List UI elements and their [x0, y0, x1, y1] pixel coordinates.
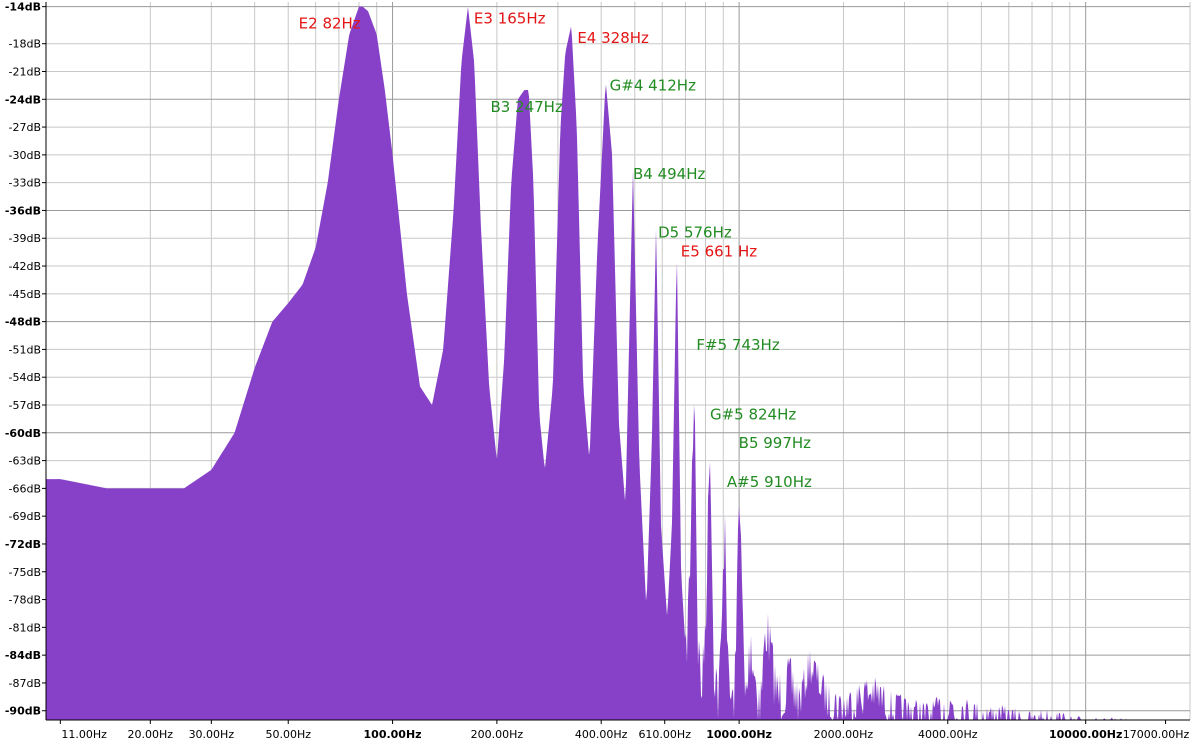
x-tick-label: 10000.00Hz	[1049, 728, 1122, 741]
y-axis-ticks: -14dB -18dB -21dB -24dB -27dB -30dB -33dB -36dB…	[5, 1, 46, 718]
spectrum-fill	[46, 6, 1190, 721]
peak-label: B4 494Hz	[633, 165, 706, 183]
x-tick-label: 2000.00Hz	[814, 728, 874, 741]
x-tick-label: 400.00Hz	[575, 728, 628, 741]
peak-label: E2 82Hz	[299, 15, 361, 33]
x-tick-label: 17000.00Hz	[1123, 728, 1190, 741]
y-tick-label: -51dB	[9, 343, 42, 356]
y-tick-label: -90dB	[5, 705, 41, 718]
peak-label: F#5 743Hz	[696, 336, 779, 354]
y-tick-label: -48dB	[5, 316, 41, 329]
peak-label: G#4 412Hz	[610, 77, 696, 95]
x-tick-label: 11.00Hz	[61, 728, 107, 741]
axes	[45, 2, 1190, 721]
y-tick-label: -36dB	[5, 204, 41, 217]
y-tick-label: -84dB	[5, 649, 41, 662]
y-tick-label: -33dB	[9, 177, 42, 190]
x-tick-label: 50.00Hz	[265, 728, 311, 741]
y-tick-label: -14dB	[5, 1, 41, 14]
y-tick-label: -18dB	[9, 38, 42, 51]
y-tick-label: -27dB	[9, 121, 42, 134]
peak-label: B3 247Hz	[490, 98, 563, 116]
peak-label: E4 328Hz	[577, 29, 649, 47]
x-axis-ticks: 11.00Hz 20.00Hz 30.00Hz 50.00Hz 100.00Hz 200.…	[59, 720, 1190, 741]
peak-label: B5 997Hz	[739, 434, 812, 452]
x-tick-label: 30.00Hz	[189, 728, 235, 741]
y-tick-label: -81dB	[9, 621, 42, 634]
y-tick-label: -63dB	[9, 455, 42, 468]
y-tick-label: -78dB	[9, 594, 42, 607]
y-tick-label: -30dB	[9, 149, 42, 162]
peak-label: D5 576Hz	[658, 223, 732, 241]
x-tick-label: 1000.00Hz	[706, 728, 772, 741]
y-tick-label: -66dB	[9, 482, 42, 495]
y-tick-label: -54dB	[9, 371, 42, 384]
x-tick-label: 610.00Hz	[638, 728, 691, 741]
peak-annotations: E2 82Hz E3 165Hz B3 247Hz E4 328Hz G#4 412Hz…	[299, 10, 812, 491]
y-tick-label: -75dB	[9, 566, 42, 579]
peak-label: G#5 824Hz	[710, 406, 796, 424]
x-tick-label: 4000.00Hz	[918, 728, 978, 741]
x-tick-label: 100.00Hz	[364, 728, 422, 741]
y-tick-label: -69dB	[9, 510, 42, 523]
y-tick-label: -39dB	[9, 232, 42, 245]
x-tick-label: 20.00Hz	[128, 728, 174, 741]
y-tick-label: -60dB	[5, 427, 41, 440]
x-tick-label: 200.00Hz	[471, 728, 524, 741]
peak-label: E3 165Hz	[474, 10, 546, 28]
y-tick-label: -87dB	[9, 677, 42, 690]
peak-label: A#5 910Hz	[727, 473, 812, 491]
peak-label: E5 661 Hz	[681, 243, 757, 261]
y-tick-label: -42dB	[9, 260, 42, 273]
y-tick-label: -24dB	[5, 93, 41, 106]
y-tick-label: -57dB	[9, 399, 42, 412]
spectrum-area	[46, 6, 1190, 721]
y-tick-label: -72dB	[5, 538, 41, 551]
y-tick-label: -45dB	[9, 288, 42, 301]
y-tick-label: -21dB	[9, 65, 42, 78]
